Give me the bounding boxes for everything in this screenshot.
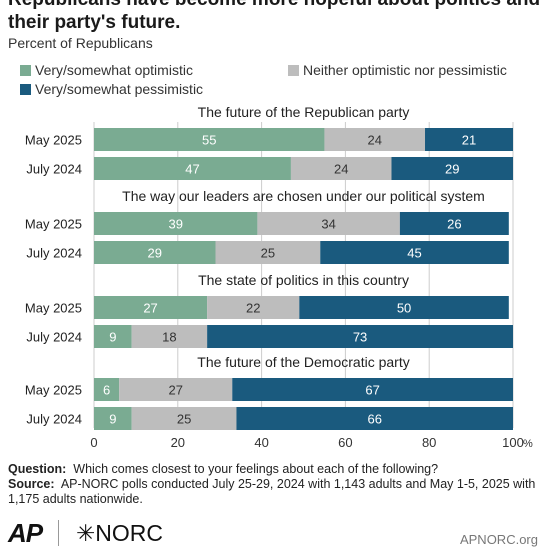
source-label: Source: bbox=[8, 477, 55, 491]
bar-segment-pessimistic bbox=[232, 378, 513, 401]
bar-segment-optimistic bbox=[94, 407, 132, 430]
site-link[interactable]: APNORC.org bbox=[459, 532, 538, 547]
ap-logo: AP bbox=[8, 518, 43, 548]
data-label-neither: 18 bbox=[162, 330, 176, 345]
bar-segment-neither bbox=[324, 128, 426, 151]
data-label-pessimistic: 66 bbox=[367, 412, 381, 427]
data-label-optimistic: 39 bbox=[168, 217, 182, 232]
row-label: May 2025 bbox=[25, 217, 82, 232]
source-text: AP-NORC polls conducted July 25-29, 2024… bbox=[8, 477, 536, 506]
row-label: May 2025 bbox=[25, 301, 82, 316]
data-label-neither: 24 bbox=[334, 162, 348, 177]
data-label-neither: 25 bbox=[177, 412, 191, 427]
data-label-pessimistic: 50 bbox=[397, 301, 411, 316]
bar-segment-neither bbox=[215, 241, 321, 264]
bar-segment-optimistic bbox=[94, 296, 208, 319]
group-title: The way our leaders are chosen under our… bbox=[122, 188, 485, 204]
data-label-optimistic: 29 bbox=[148, 246, 162, 261]
legend-swatch-neither bbox=[288, 65, 299, 76]
legend-label-neither: Neither optimistic nor pessimistic bbox=[303, 62, 507, 78]
row-label: May 2025 bbox=[25, 383, 82, 398]
x-tick-label: 60 bbox=[338, 435, 352, 450]
data-label-pessimistic: 21 bbox=[462, 133, 476, 148]
x-tick-label: 80 bbox=[422, 435, 436, 450]
row-label: July 2024 bbox=[26, 246, 82, 261]
row-label: July 2024 bbox=[26, 162, 82, 177]
legend-swatch-optimistic bbox=[20, 65, 31, 76]
legend-neither: Neither optimistic nor pessimistic bbox=[288, 62, 507, 78]
chart-title: Republicans have become more hopeful abo… bbox=[8, 0, 540, 33]
bar-segment-optimistic bbox=[94, 241, 216, 264]
data-label-optimistic: 55 bbox=[202, 133, 216, 148]
bar-segment-pessimistic bbox=[236, 407, 513, 430]
data-label-optimistic: 9 bbox=[109, 330, 116, 345]
bar-segment-pessimistic bbox=[391, 157, 513, 180]
data-label-optimistic: 9 bbox=[109, 412, 116, 427]
row-label: July 2024 bbox=[26, 412, 82, 427]
data-label-pessimistic: 29 bbox=[445, 162, 459, 177]
bar-segment-neither bbox=[207, 296, 300, 319]
data-label-optimistic: 6 bbox=[103, 383, 110, 398]
data-label-pessimistic: 45 bbox=[407, 246, 421, 261]
data-label-optimistic: 27 bbox=[143, 301, 157, 316]
bar-segment-pessimistic bbox=[299, 296, 509, 319]
group-title: The future of the Republican party bbox=[198, 104, 410, 120]
row-label: July 2024 bbox=[26, 330, 82, 345]
data-label-neither: 22 bbox=[246, 301, 260, 316]
legend-pessimistic: Very/somewhat pessimistic bbox=[20, 81, 203, 97]
bar-segment-neither bbox=[290, 157, 392, 180]
data-label-optimistic: 47 bbox=[185, 162, 199, 177]
data-label-neither: 24 bbox=[367, 133, 381, 148]
bar-segment-optimistic bbox=[94, 212, 258, 235]
data-label-pessimistic: 73 bbox=[353, 330, 367, 345]
legend-optimistic: Very/somewhat optimistic bbox=[20, 62, 193, 78]
x-unit-label: % bbox=[523, 438, 533, 450]
bar-segment-pessimistic bbox=[320, 241, 509, 264]
bar-segment-neither bbox=[131, 325, 208, 348]
data-label-pessimistic: 26 bbox=[447, 217, 461, 232]
stacked-bar-chart: The future of the Republican party May 20… bbox=[25, 104, 533, 450]
bar-segment-optimistic bbox=[94, 157, 291, 180]
row-label: May 2025 bbox=[25, 133, 82, 148]
source-note: Source: AP-NORC polls conducted July 25-… bbox=[8, 477, 544, 507]
group-title: The future of the Democratic party bbox=[197, 354, 409, 370]
data-label-neither: 27 bbox=[168, 383, 182, 398]
legend-label-optimistic: Very/somewhat optimistic bbox=[35, 62, 193, 78]
data-label-neither: 34 bbox=[321, 217, 335, 232]
bar-segment-neither bbox=[257, 212, 400, 235]
logo-divider bbox=[58, 520, 59, 546]
bar-segment-optimistic bbox=[94, 128, 325, 151]
bar-segment-pessimistic bbox=[207, 325, 513, 348]
data-label-neither: 25 bbox=[261, 246, 275, 261]
question-note: Question: Which comes closest to your fe… bbox=[8, 462, 544, 477]
x-tick-label: 20 bbox=[171, 435, 185, 450]
legend-swatch-pessimistic bbox=[20, 84, 31, 95]
chart-subtitle: Percent of Republicans bbox=[8, 35, 153, 51]
x-tick-label: 0 bbox=[90, 435, 97, 450]
data-label-pessimistic: 67 bbox=[365, 383, 379, 398]
x-tick-label: 100 bbox=[502, 435, 524, 450]
group-title: The state of politics in this country bbox=[198, 272, 409, 288]
x-tick-label: 40 bbox=[254, 435, 268, 450]
bar-segment-neither bbox=[131, 407, 237, 430]
bar-segment-optimistic bbox=[94, 378, 120, 401]
bar-segment-pessimistic bbox=[399, 212, 509, 235]
bar-segment-neither bbox=[119, 378, 233, 401]
legend-label-pessimistic: Very/somewhat pessimistic bbox=[35, 81, 204, 97]
norc-logo: ✳NORC bbox=[76, 520, 163, 546]
question-label: Question: bbox=[8, 462, 67, 476]
footer-notes: Question: Which comes closest to your fe… bbox=[8, 462, 544, 507]
bar-segment-optimistic bbox=[94, 325, 132, 348]
bar-segment-pessimistic bbox=[425, 128, 513, 151]
question-text: Which comes closest to your feelings abo… bbox=[73, 462, 439, 476]
